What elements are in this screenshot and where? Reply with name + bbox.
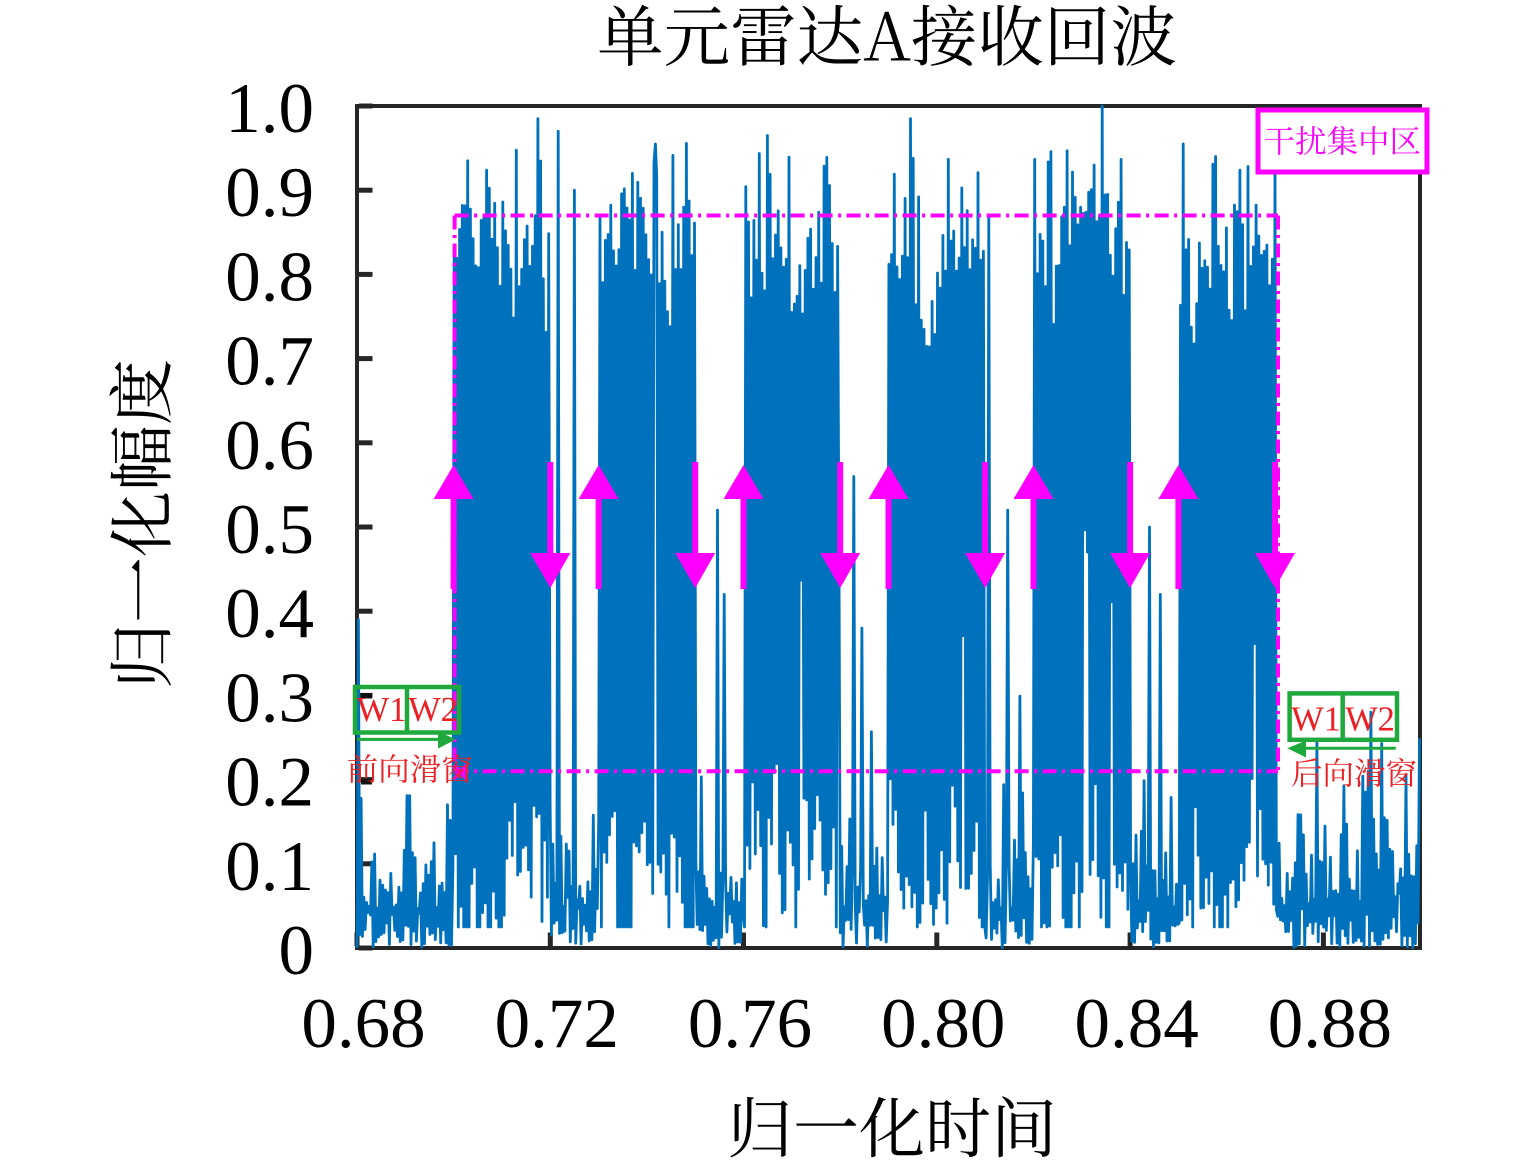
svg-text:W1: W1 [357,691,407,729]
svg-text:W2: W2 [1345,701,1395,739]
svg-text:0.76: 0.76 [688,985,812,1063]
svg-text:W1: W1 [1291,701,1341,739]
svg-text:0.1: 0.1 [225,828,314,906]
svg-text:0.4: 0.4 [225,575,314,653]
svg-text:0.6: 0.6 [225,407,314,485]
svg-text:0.2: 0.2 [225,744,314,822]
svg-text:0.68: 0.68 [301,985,425,1063]
svg-text:0.3: 0.3 [225,659,314,737]
svg-text:0.84: 0.84 [1074,985,1198,1063]
svg-text:0.5: 0.5 [225,491,314,569]
svg-text:0.9: 0.9 [225,154,314,232]
svg-text:0.72: 0.72 [495,985,619,1063]
svg-text:0.7: 0.7 [225,323,314,401]
svg-text:W2: W2 [408,691,458,729]
svg-text:0.8: 0.8 [225,238,314,316]
svg-text:0: 0 [279,912,315,990]
svg-text:1.0: 1.0 [225,70,314,148]
svg-text:0.88: 0.88 [1268,985,1392,1063]
svg-text:0.80: 0.80 [881,985,1005,1063]
